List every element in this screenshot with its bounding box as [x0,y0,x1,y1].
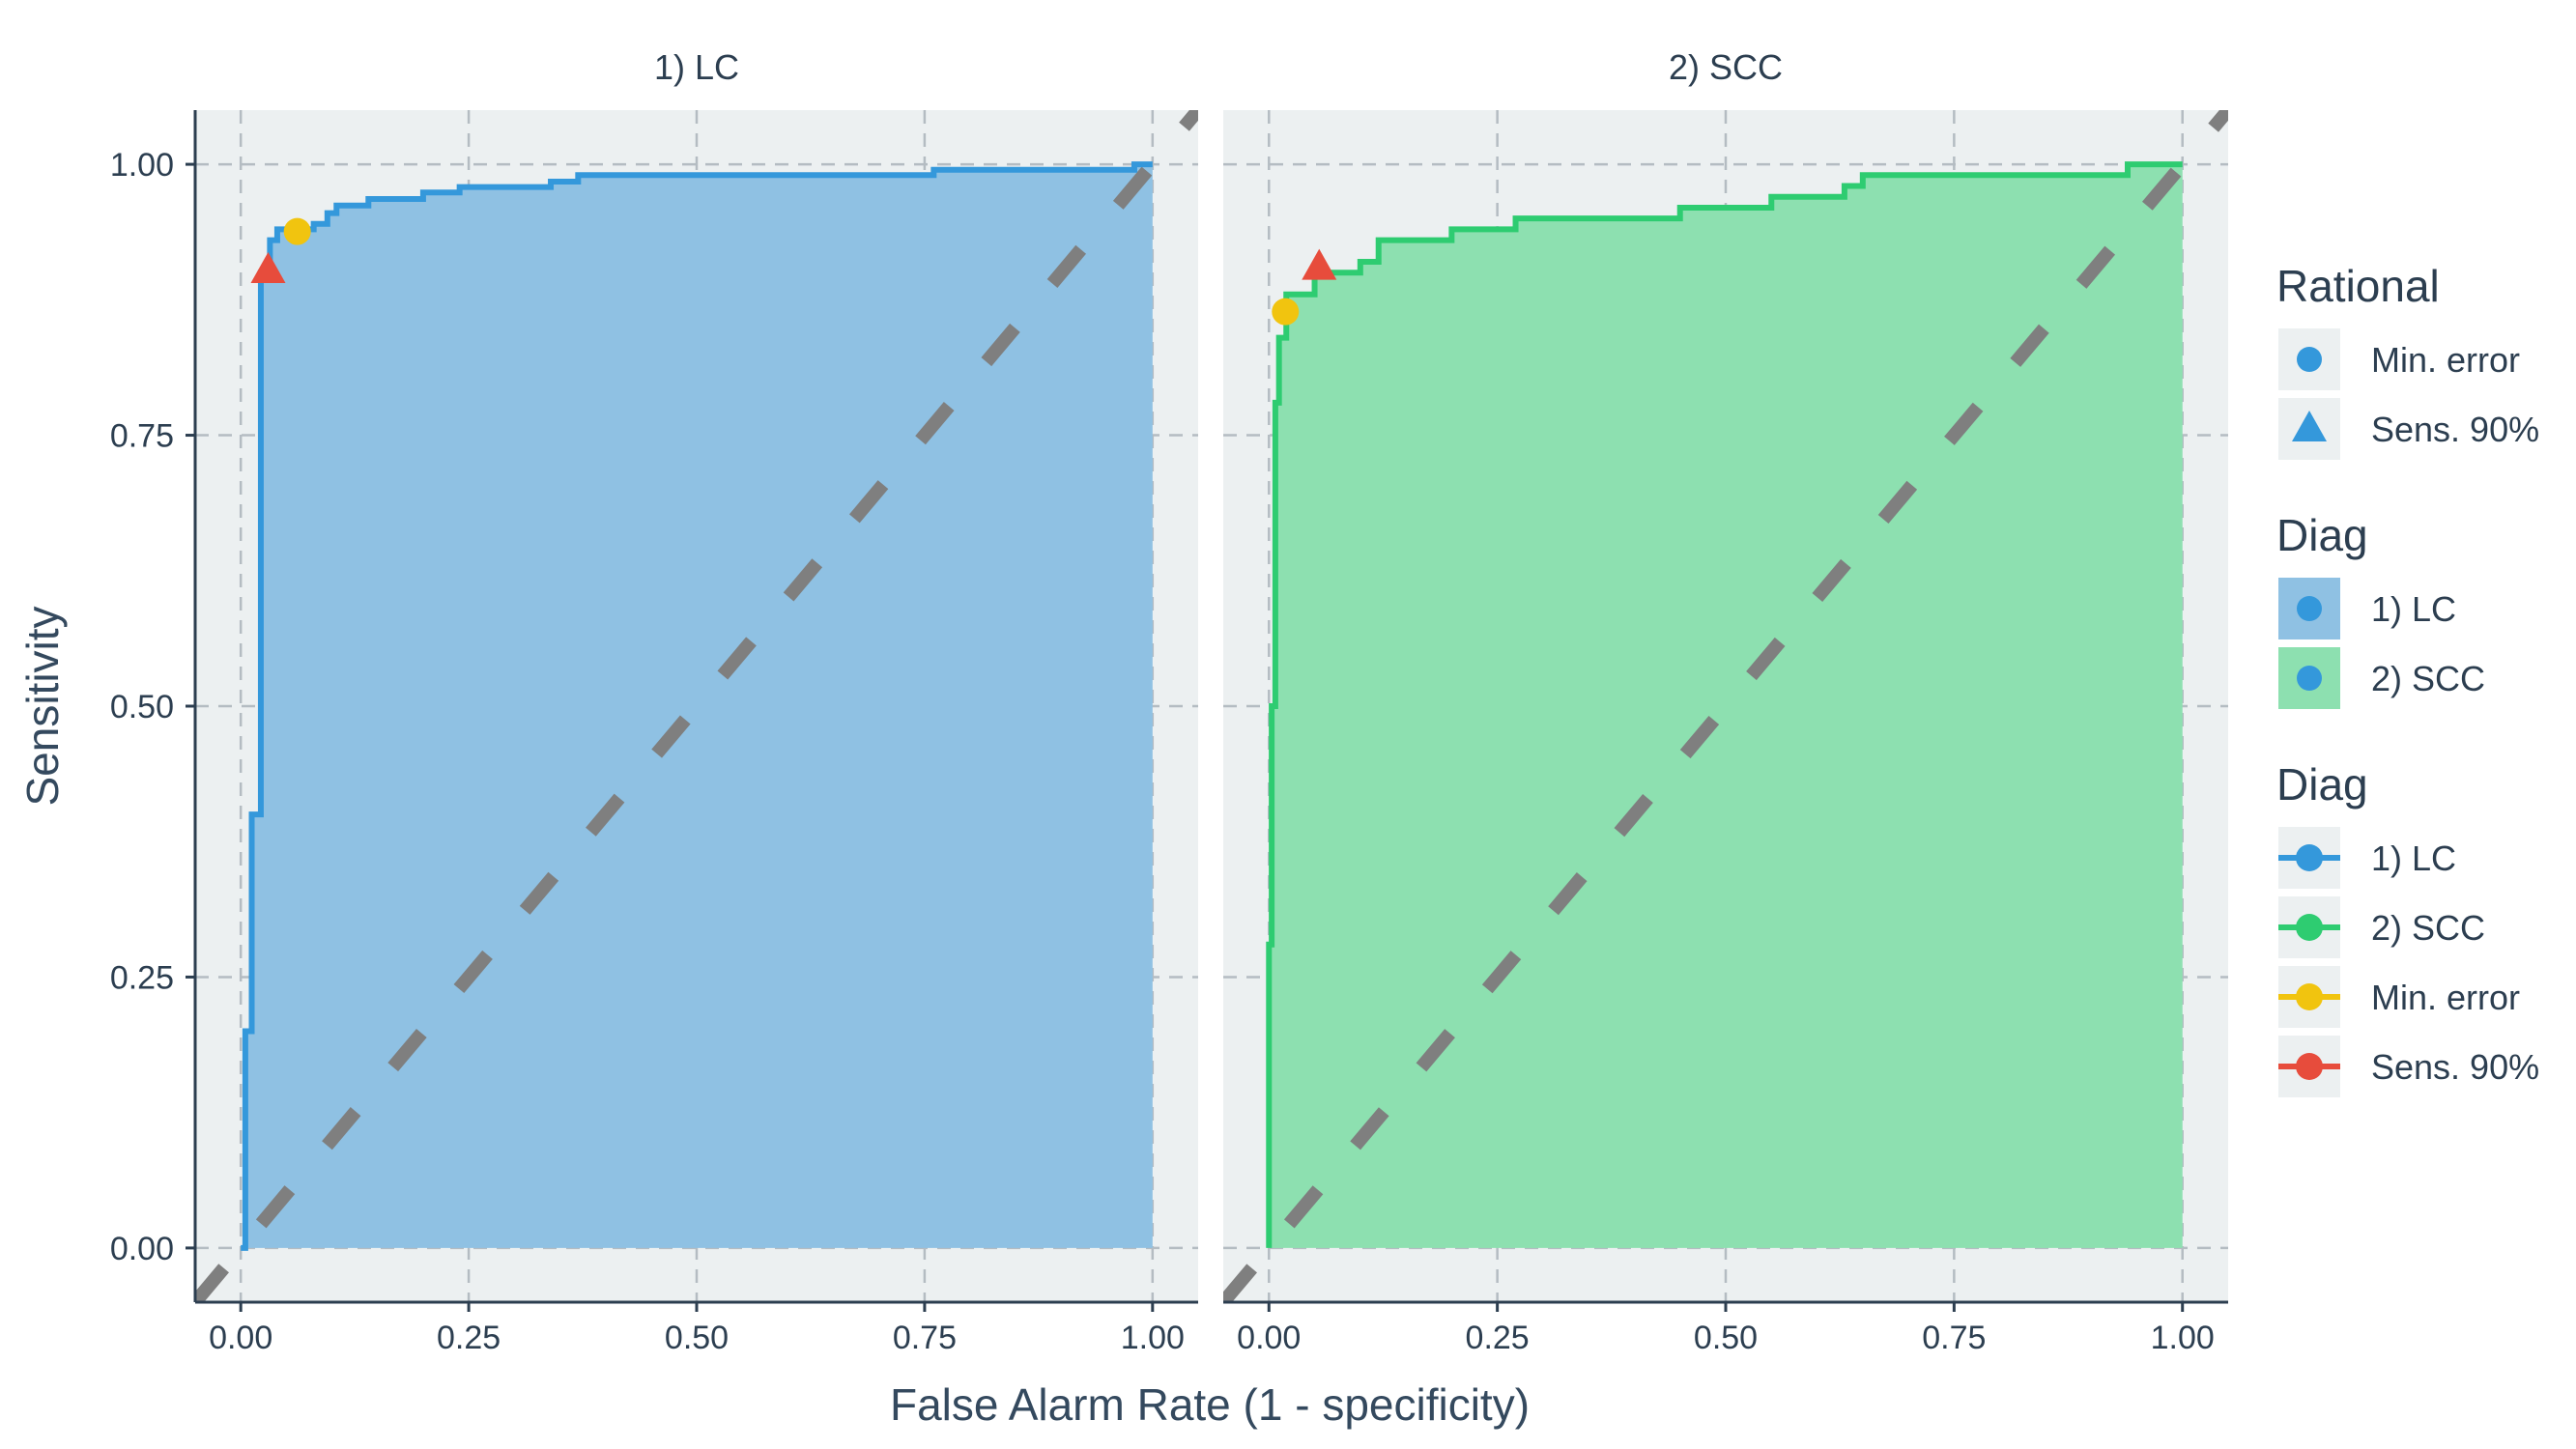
x-tick-label: 0.25 [1466,1320,1530,1356]
x-axis-title: False Alarm Rate (1 - specificity) [890,1379,1530,1430]
legend-label: Min. error [2371,340,2520,380]
facet-panels: 1) LC 0.00 0.25 0.50 0.75 1.00 2) SCC 0.00 0.25 0… [195,47,2228,1356]
legend-label: Min. error [2371,978,2520,1017]
legend-label: 2) SCC [2371,659,2485,698]
legend-title: Diag [2276,510,2368,560]
legend-point-marker [2296,1053,2323,1080]
legend-point-marker [2297,347,2322,372]
legend-label: Sens. 90% [2371,410,2539,449]
roc-area [241,164,1153,1248]
legend-label: 2) SCC [2371,908,2485,948]
y-axis-title: Sensitivity [17,606,68,806]
y-tick-label: 0.75 [110,418,174,455]
legend-label: Sens. 90% [2371,1047,2539,1087]
legend-title: Diag [2276,759,2368,810]
y-tick-label: 0.50 [110,689,174,725]
y-tick-label: 0.00 [110,1231,174,1267]
facet-panel: 2) SCC 0.00 0.25 0.50 0.75 1.00 [1223,47,2228,1356]
roc-curve [1266,161,2183,1248]
y-axis: 0.00 0.25 0.50 0.75 1.00 [110,110,197,1302]
legend-title: Rational [2276,261,2440,311]
min-error-marker [283,217,311,245]
legend-label: 1) LC [2371,589,2456,629]
sens-90-marker [250,252,286,284]
legend-point-marker [2296,914,2323,941]
legend-point-marker [2296,983,2323,1010]
sens-90-marker [1302,248,1337,280]
x-tick-label: 0.50 [1694,1320,1758,1356]
x-tick-label: 0.50 [665,1320,729,1356]
legend-point-marker [2297,596,2322,621]
legend-triangle-marker [2292,411,2327,441]
x-tick-label: 0.25 [437,1320,501,1356]
legend-label: 1) LC [2371,838,2456,878]
y-tick-label: 0.25 [110,959,174,996]
x-tick-label: 0.00 [209,1320,272,1356]
x-tick-label: 0.00 [1237,1320,1301,1356]
min-error-marker [1272,298,1300,326]
facet-panel: 1) LC 0.00 0.25 0.50 0.75 1.00 [195,47,1198,1356]
x-tick-label: 1.00 [2151,1320,2215,1356]
y-tick-label: 1.00 [110,147,174,184]
legend-point-marker [2296,844,2323,871]
legend-point-marker [2297,666,2322,691]
x-tick-label: 0.75 [1922,1320,1986,1356]
x-tick-label: 1.00 [1121,1320,1185,1356]
x-tick-label: 0.75 [893,1320,957,1356]
roc-curve [241,161,1153,1251]
panel-title: 2) SCC [1669,47,1783,87]
panel-title: 1) LC [654,47,739,87]
